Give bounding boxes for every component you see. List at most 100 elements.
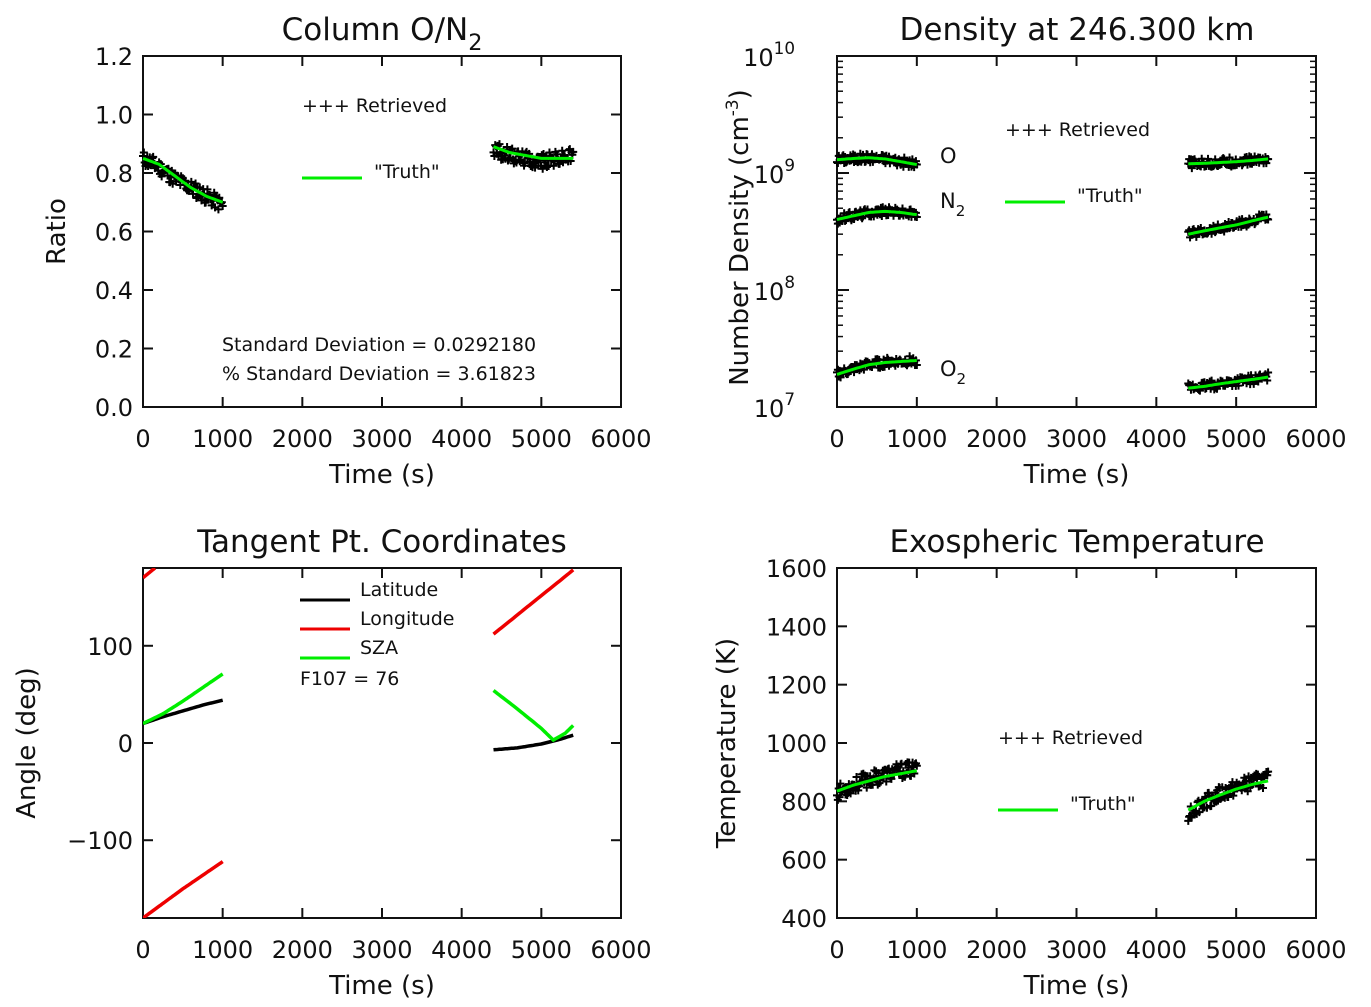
y-tick-label: 400 <box>781 905 827 933</box>
species-label: N2 <box>940 189 965 220</box>
y-tick-exponent: 7 <box>784 389 795 409</box>
legend-truth: "Truth" <box>1070 793 1136 815</box>
truth-line-N2-segment-1 <box>1188 215 1269 236</box>
retrieved-point <box>882 777 891 786</box>
species-label: O2 <box>940 357 966 388</box>
retrieved-series-segment-0 <box>833 758 921 804</box>
retrieved-O-segment-1 <box>1184 152 1273 173</box>
retrieved-point <box>912 761 921 770</box>
longitude-line-segment-0 <box>143 568 157 580</box>
retrieved-O2-segment-0 <box>833 352 921 382</box>
longitude-line-segment-2 <box>492 568 575 636</box>
legend-retrieved: +++ Retrieved <box>998 727 1143 749</box>
species-label: O <box>940 144 957 168</box>
retrieved-point <box>1253 770 1262 779</box>
y-tick-label: 1.2 <box>95 43 133 71</box>
y-tick-label: 600 <box>781 847 827 875</box>
y-axis-label-1: Number Density (cm-3) <box>722 89 755 386</box>
species-label-sub: 2 <box>956 202 966 220</box>
retrieved-point <box>1225 153 1234 162</box>
y-tick-label: 107 <box>754 389 795 423</box>
annotation-std: Standard Deviation = 0.0292180 <box>222 334 536 356</box>
retrieved-point <box>520 159 529 168</box>
y-tick-label: 1600 <box>766 555 827 583</box>
retrieved-point <box>569 147 578 156</box>
retrieved-N2-segment-0 <box>833 203 921 228</box>
retrieved-point <box>836 779 845 788</box>
x-tick-label: 4000 <box>1126 936 1187 964</box>
retrieved-series-segment-1 <box>1184 767 1273 825</box>
x-tick-label: 4000 <box>1126 425 1187 453</box>
y-axis-label-close: ) <box>725 89 755 99</box>
y-tick-label: −100 <box>67 827 133 855</box>
retrieved-point <box>835 793 844 802</box>
x-tick-label: 1000 <box>192 936 253 964</box>
legend-label-sza: SZA <box>360 637 398 659</box>
x-tick-label: 4000 <box>431 425 492 453</box>
annotation-pct-std: % Standard Deviation = 3.61823 <box>222 363 536 385</box>
retrieved-point <box>495 140 504 149</box>
truth-line-O2-segment-1 <box>1188 375 1269 390</box>
y-tick-label: 100 <box>87 633 133 661</box>
retrieved-point <box>1264 368 1273 377</box>
legend-2: Latitude Longitude SZA <box>300 579 455 660</box>
x-tick-label: 1000 <box>192 425 253 453</box>
x-axis-label-0: Time (s) <box>328 460 435 490</box>
x-axis-label-3: Time (s) <box>1023 971 1130 1001</box>
x-tick-label: 0 <box>135 425 150 453</box>
retrieved-point <box>912 361 921 370</box>
x-tick-label: 6000 <box>1285 425 1346 453</box>
retrieved-point <box>1264 215 1273 224</box>
x-tick-label: 3000 <box>1046 425 1107 453</box>
y-tick-label: 1200 <box>766 672 827 700</box>
retrieved-point <box>852 772 861 781</box>
x-tick-label: 5000 <box>511 936 572 964</box>
x-tick-label: 0 <box>135 936 150 964</box>
retrieved-point <box>139 148 148 157</box>
y-tick-exponent: 10 <box>774 38 795 58</box>
x-tick-label: 1000 <box>886 936 947 964</box>
y-tick-label: 0 <box>118 730 133 758</box>
legend-retrieved: +++ Retrieved <box>302 95 447 117</box>
y-tick-label: 0.4 <box>95 277 133 305</box>
x-tick-label: 3000 <box>351 936 412 964</box>
y-tick-exponent: 8 <box>784 272 795 292</box>
retrieved-point <box>149 152 158 161</box>
retrieved-point <box>1259 783 1267 792</box>
truth-line-segment-0 <box>836 769 918 793</box>
retrieved-point <box>558 146 567 155</box>
legend-0: +++ Retrieved "Truth" <box>302 95 447 183</box>
latitude-line-segment-1 <box>493 733 574 752</box>
retrieved-point <box>1187 164 1196 173</box>
chart-title-1: Density at 246.300 km <box>900 12 1255 48</box>
y-tick-label: 0.2 <box>95 336 133 364</box>
x-tick-label: 0 <box>829 936 844 964</box>
chart-title-0: Column O/N2 <box>282 12 483 56</box>
y-tick-label: 0.6 <box>95 219 133 247</box>
retrieved-point <box>508 144 517 153</box>
y-tick-label: 0.0 <box>95 394 133 422</box>
legend-1: +++ Retrieved "Truth" <box>1005 119 1150 207</box>
x-axis-label-1: Time (s) <box>1023 460 1130 490</box>
truth-line-segment-1 <box>1187 779 1269 812</box>
y-tick-label: 108 <box>754 272 795 306</box>
truth-line-N2-segment-0 <box>836 209 918 222</box>
x-tick-label: 3000 <box>351 425 412 453</box>
legend-truth: "Truth" <box>374 161 440 183</box>
retrieved-point <box>191 179 200 188</box>
retrieved-point <box>203 185 212 194</box>
retrieved-point <box>503 143 512 152</box>
x-tick-label: 0 <box>829 425 844 453</box>
x-tick-label: 4000 <box>431 936 492 964</box>
y-axis-label-3: Temperature (K) <box>712 638 742 849</box>
retrieved-point <box>1243 787 1252 796</box>
chart-title-2: Tangent Pt. Coordinates <box>196 524 567 560</box>
truth-line-O-segment-0 <box>836 156 918 167</box>
truth-line-O2-segment-0 <box>836 358 917 376</box>
latitude-line-segment-0 <box>143 698 224 726</box>
legend-label-latitude: Latitude <box>360 579 438 601</box>
x-tick-label: 6000 <box>590 936 651 964</box>
legend-3: +++ Retrieved "Truth" <box>998 727 1143 815</box>
y-tick-exponent: 9 <box>784 155 795 175</box>
x-tick-label: 2000 <box>272 425 333 453</box>
